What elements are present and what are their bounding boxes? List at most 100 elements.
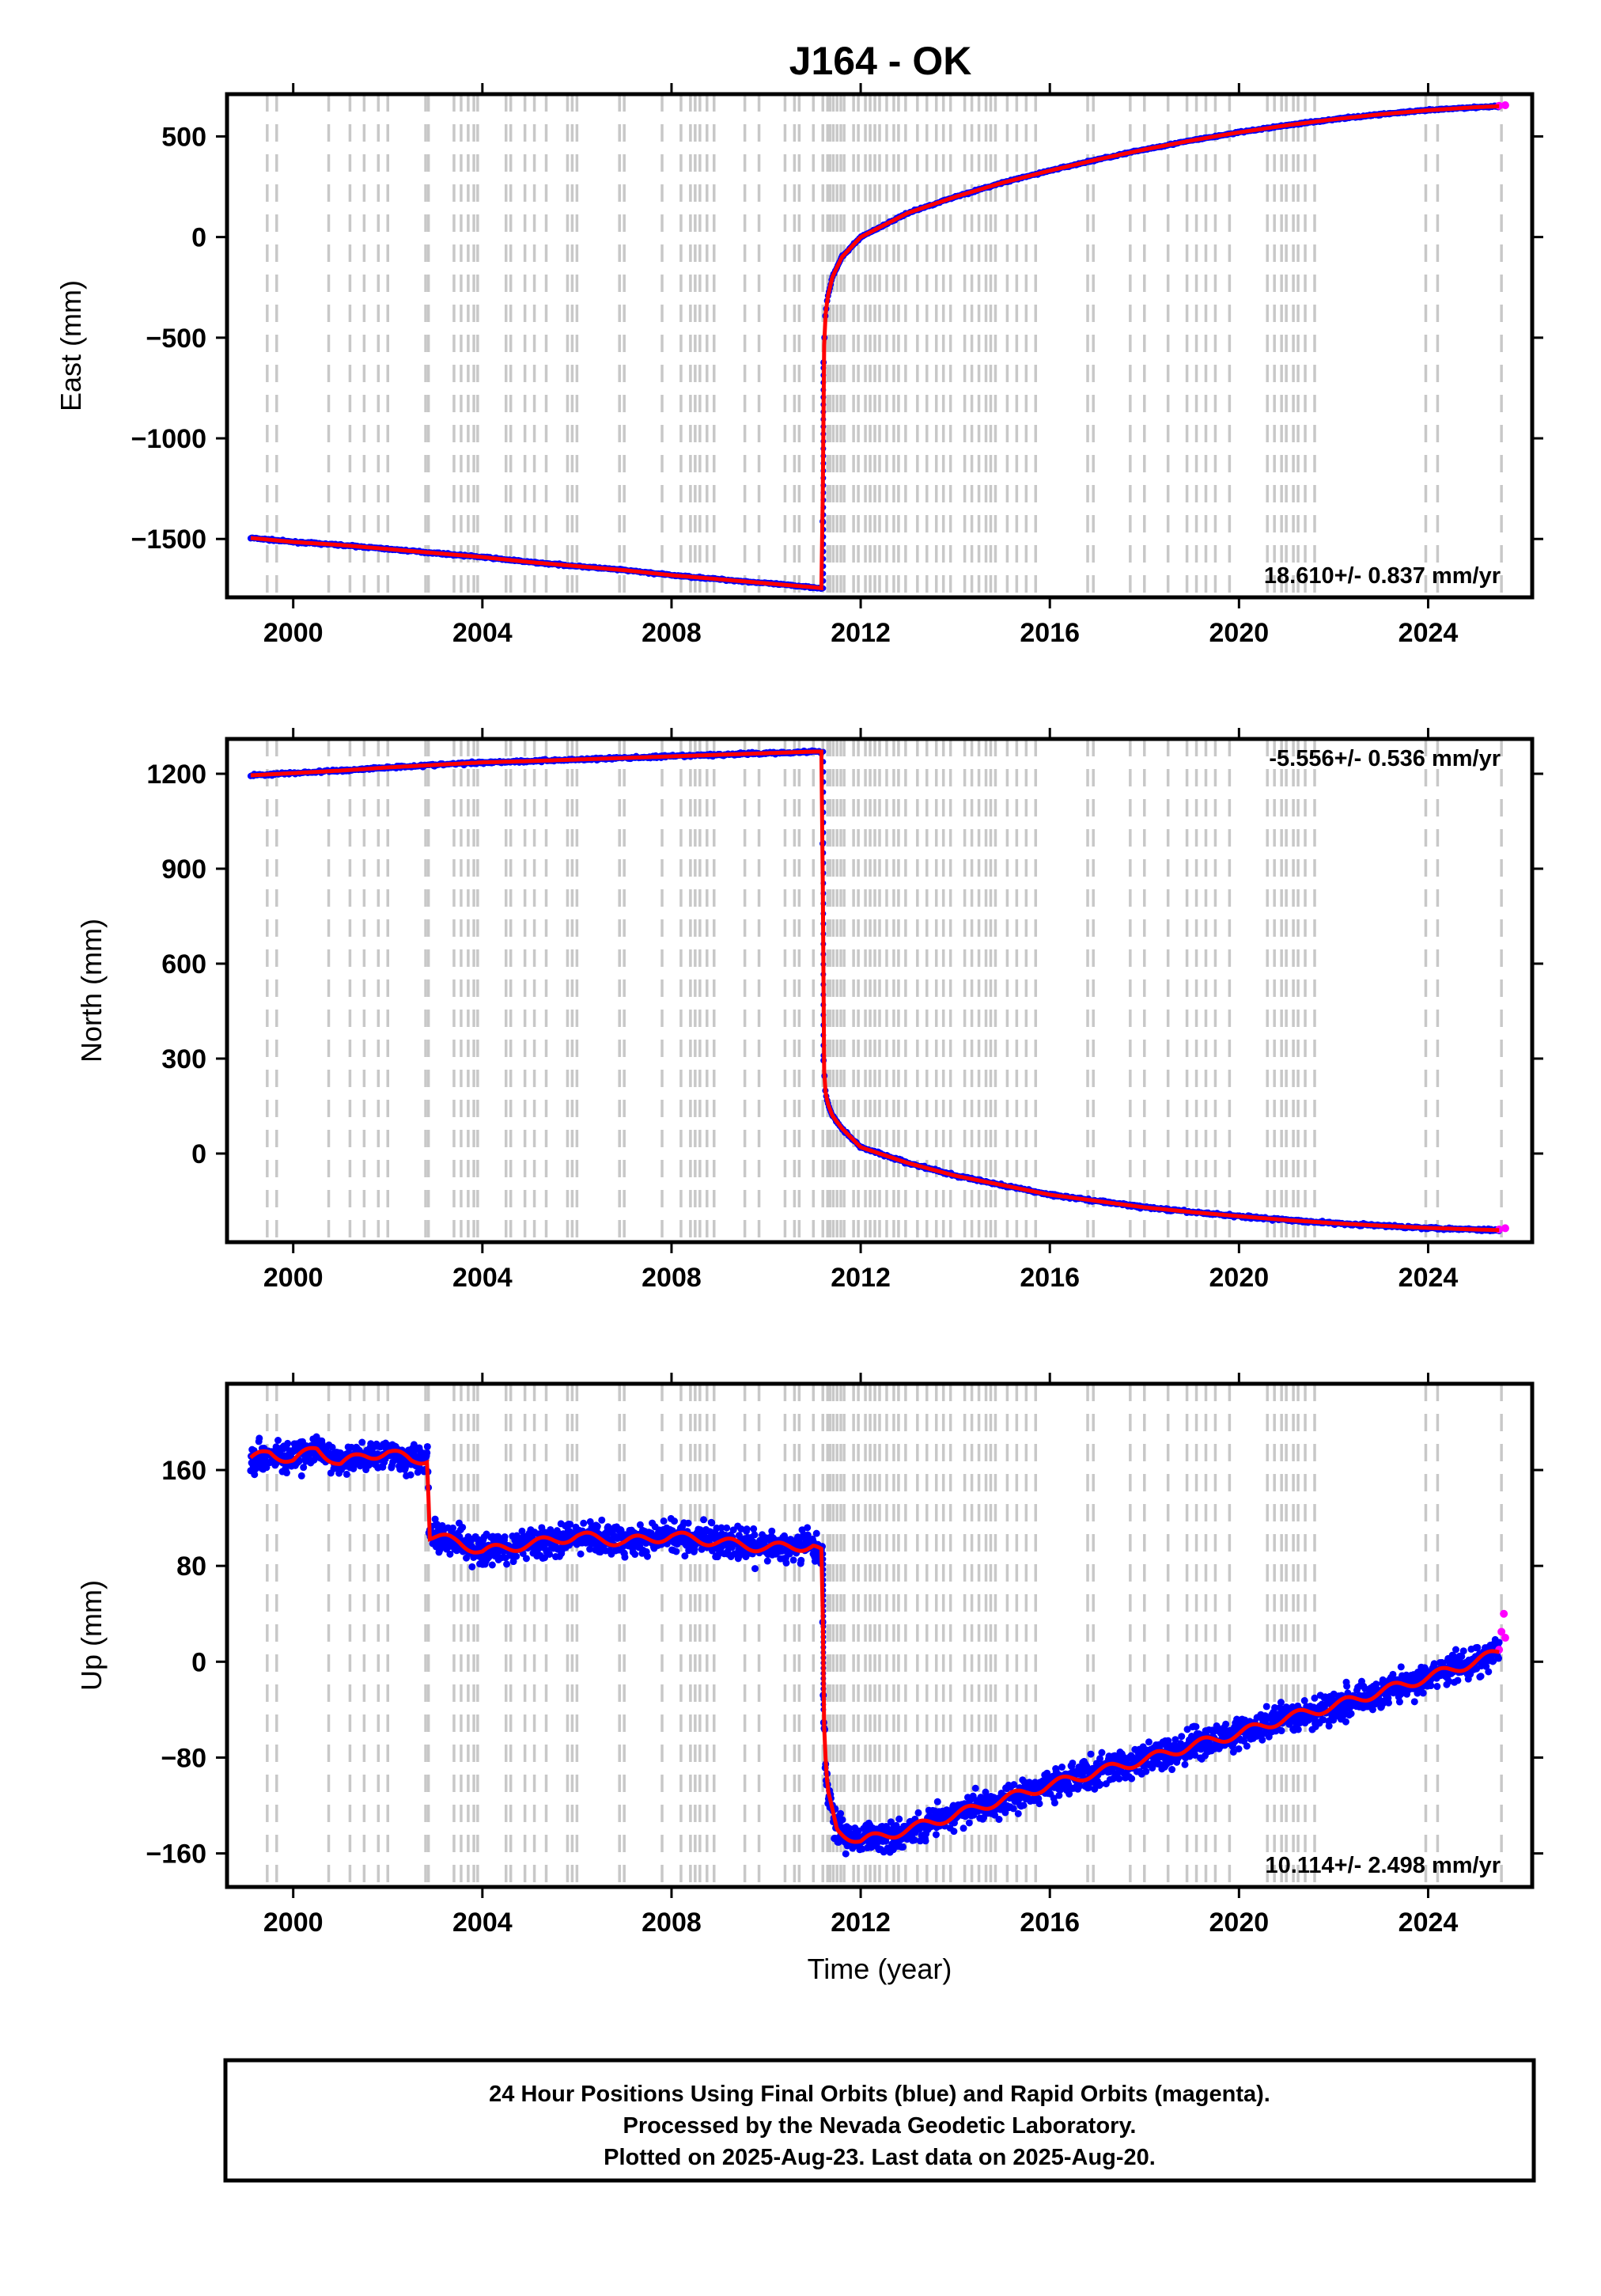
x-tick-label: 2012	[831, 618, 891, 648]
final-orbit-point	[684, 1519, 692, 1527]
final-orbit-point	[670, 1517, 678, 1525]
x-tick-label: 2004	[452, 618, 513, 648]
x-tick-label: 2016	[1020, 618, 1080, 648]
final-orbit-point	[407, 1471, 414, 1479]
final-orbit-point	[423, 1442, 431, 1450]
rate-annotation: 18.610+/- 0.837 mm/yr	[1264, 563, 1501, 589]
final-orbit-point	[959, 1824, 967, 1832]
panel-up: 2000 2004 2008 2012 2016 2020 2024160800−80−16…	[75, 1373, 1543, 1985]
final-orbit-point	[488, 1561, 496, 1569]
x-tick-label: 2020	[1209, 1263, 1270, 1293]
final-orbit-point	[358, 1438, 366, 1446]
model-fit-line	[250, 104, 1500, 591]
final-orbit-point	[700, 1516, 708, 1524]
y-tick-label: 600	[161, 949, 206, 979]
x-tick-label: 2024	[1399, 618, 1459, 648]
final-orbit-point	[899, 1843, 907, 1851]
final-orbit-point	[672, 1548, 680, 1555]
x-tick-label: 2012	[831, 1263, 891, 1293]
final-orbit-point	[933, 1798, 941, 1805]
y-axis-label: East (mm)	[55, 280, 87, 411]
final-orbit-point	[501, 1533, 509, 1541]
final-orbit-point	[743, 1525, 751, 1533]
final-orbit-point	[768, 1527, 776, 1535]
final-orbit-point	[284, 1439, 292, 1447]
final-orbit-point	[723, 1524, 731, 1532]
final-orbit-point	[643, 1552, 651, 1560]
final-orbit-point	[895, 1815, 903, 1823]
y-tick-label: 500	[161, 122, 206, 152]
final-orbit-point	[631, 1551, 639, 1559]
final-orbit-point	[750, 1525, 758, 1533]
y-tick-label: 900	[161, 854, 206, 885]
final-orbit-point	[971, 1784, 979, 1792]
x-tick-label: 2024	[1399, 1263, 1459, 1293]
x-tick-label: 2008	[642, 618, 702, 648]
plot-frame	[225, 92, 1535, 600]
final-orbit-point	[503, 1560, 511, 1568]
final-orbit-point	[255, 1434, 263, 1442]
final-orbit-point	[1087, 1750, 1095, 1758]
final-orbit-point	[593, 1522, 601, 1530]
x-tick-label: 2008	[642, 1263, 702, 1293]
final-orbit-point	[522, 1555, 530, 1563]
y-tick-label: −1000	[131, 424, 207, 454]
final-orbit-point	[804, 1524, 812, 1532]
final-orbit-point	[789, 1556, 797, 1564]
final-orbit-point	[751, 1565, 759, 1573]
y-tick-label: −500	[146, 324, 206, 354]
x-tick-label: 2000	[263, 1263, 324, 1293]
final-orbit-point	[621, 1553, 629, 1561]
chart-title: J164 - OK	[789, 39, 972, 83]
final-orbit-point	[797, 1556, 805, 1564]
plot-area	[247, 1384, 1509, 1887]
plot-area	[247, 739, 1509, 1242]
y-tick-label: 1200	[146, 760, 206, 790]
final-orbit-point	[950, 1828, 958, 1836]
final-orbit-point	[1035, 1800, 1043, 1808]
final-orbit-point	[838, 1816, 846, 1824]
y-tick-label: 0	[191, 223, 206, 253]
final-orbit-point	[546, 1550, 554, 1558]
final-orbit-point	[300, 1464, 308, 1472]
x-tick-label: 2000	[263, 618, 324, 648]
final-orbit-point	[449, 1524, 457, 1532]
x-tick-label: 2016	[1020, 1263, 1080, 1293]
final-orbit-point	[1050, 1799, 1058, 1807]
final-orbit-point	[343, 1470, 350, 1478]
final-orbit-point	[660, 1517, 668, 1525]
final-orbit-point	[751, 1531, 759, 1539]
panel-east: 2000 2004 2008 2012 2016 2020 2024 500 0 −500 −100…	[55, 83, 1543, 648]
final-orbit-point	[1014, 1809, 1022, 1817]
final-orbit-point	[965, 1819, 973, 1827]
x-tick-label: 2020	[1209, 618, 1270, 648]
x-tick-label: 2004	[452, 1263, 513, 1293]
y-tick-label: 0	[191, 1139, 206, 1169]
final-orbit-point	[1020, 1802, 1028, 1809]
final-orbit-point	[1069, 1759, 1077, 1767]
final-orbit-point	[1058, 1764, 1066, 1771]
final-orbit-point	[842, 1850, 850, 1858]
final-orbit-point	[995, 1816, 1003, 1824]
y-tick-label: 300	[161, 1044, 206, 1074]
final-orbit-point	[423, 1449, 431, 1457]
final-orbit-point	[782, 1559, 790, 1567]
final-orbit-point	[763, 1557, 771, 1565]
final-orbit-point	[580, 1519, 588, 1527]
final-orbit-point	[598, 1516, 606, 1524]
y-axis-label: North (mm)	[75, 919, 108, 1063]
final-orbit-point	[459, 1523, 467, 1531]
final-orbit-point	[914, 1809, 922, 1817]
rate-annotation: -5.556+/- 0.536 mm/yr	[1269, 746, 1501, 771]
final-orbit-point	[297, 1472, 305, 1480]
y-tick-label: −1500	[131, 525, 207, 555]
final-orbit-point	[932, 1831, 940, 1839]
final-orbit-point	[282, 1469, 290, 1477]
final-orbit-point	[468, 1563, 476, 1570]
panel-north: 2000 2004 2008 2012 2016 2020 2024 1200 900 600 30…	[75, 728, 1543, 1293]
final-orbit-point	[708, 1519, 716, 1527]
rapid-orbit-point	[1501, 1224, 1509, 1233]
final-orbit-point	[513, 1552, 520, 1560]
rapid-orbit-point	[1501, 100, 1509, 109]
